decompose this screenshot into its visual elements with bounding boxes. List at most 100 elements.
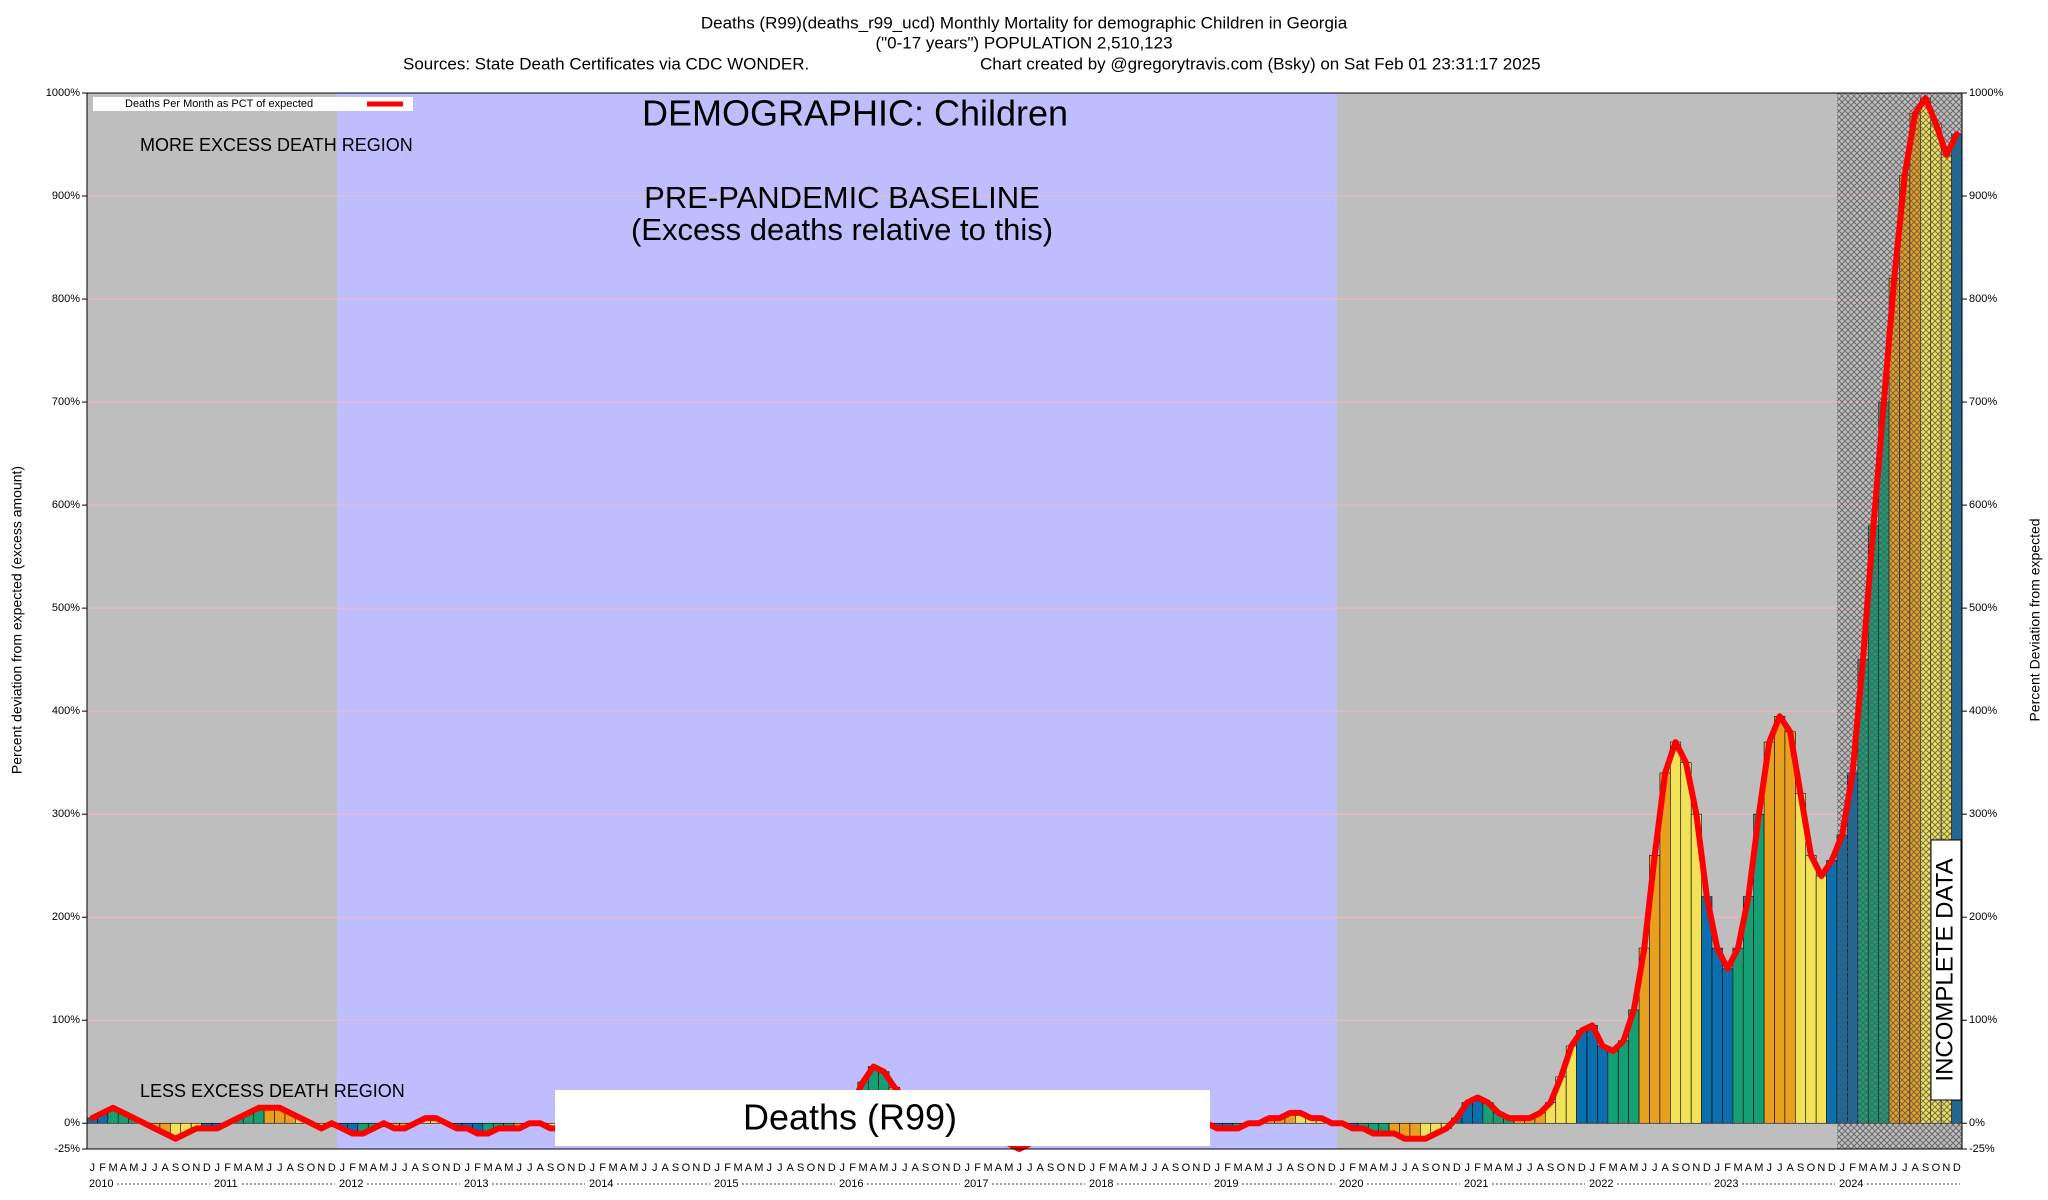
y2-tick-label: -25% bbox=[1969, 1143, 1995, 1155]
x-tick-label: A bbox=[620, 1162, 628, 1174]
x-tick-label: J bbox=[1652, 1162, 1658, 1174]
year-label: 2020 bbox=[1339, 1178, 1363, 1190]
x-tick-label: J bbox=[1392, 1162, 1398, 1174]
x-tick-label: M bbox=[1129, 1162, 1138, 1174]
x-tick-label: M bbox=[1754, 1162, 1763, 1174]
year-label: 2010 bbox=[89, 1178, 113, 1190]
x-tick-label: J bbox=[1642, 1162, 1648, 1174]
y-tick-label: 600% bbox=[52, 499, 80, 511]
x-tick-label: D bbox=[703, 1162, 711, 1174]
x-tick-label: J bbox=[642, 1162, 648, 1174]
source: Sources: State Death Certificates via CD… bbox=[403, 54, 809, 73]
x-tick-label: A bbox=[370, 1162, 378, 1174]
x-tick-label: A bbox=[1370, 1162, 1378, 1174]
y-tick-label: 900% bbox=[52, 190, 80, 202]
year-label: 2016 bbox=[839, 1178, 863, 1190]
x-tick-label: O bbox=[1557, 1162, 1566, 1174]
x-tick-label: J bbox=[267, 1162, 273, 1174]
x-tick-label: D bbox=[1828, 1162, 1836, 1174]
x-tick-label: M bbox=[129, 1162, 138, 1174]
x-tick-label: D bbox=[1953, 1162, 1961, 1174]
bar bbox=[1826, 860, 1838, 1124]
x-tick-label: M bbox=[1608, 1162, 1617, 1174]
x-tick-label: J bbox=[839, 1162, 845, 1174]
x-tick-label: O bbox=[682, 1162, 691, 1174]
x-tick-label: F bbox=[599, 1162, 606, 1174]
x-tick-label: A bbox=[911, 1162, 919, 1174]
x-tick-label: O bbox=[1182, 1162, 1191, 1174]
x-tick-label: M bbox=[379, 1162, 388, 1174]
x-tick-label: M bbox=[1358, 1162, 1367, 1174]
x-tick-label: A bbox=[1036, 1162, 1044, 1174]
x-tick-label: J bbox=[402, 1162, 408, 1174]
x-tick-label: A bbox=[1745, 1162, 1753, 1174]
x-tick-label: A bbox=[245, 1162, 253, 1174]
bar bbox=[1763, 741, 1775, 1124]
x-tick-label: J bbox=[902, 1162, 908, 1174]
x-tick-label: D bbox=[453, 1162, 461, 1174]
x-tick-label: J bbox=[777, 1162, 783, 1174]
bar bbox=[1732, 947, 1744, 1124]
y2-tick-label: 200% bbox=[1969, 911, 1997, 923]
x-tick-label: J bbox=[1267, 1162, 1273, 1174]
x-tick-label: F bbox=[1599, 1162, 1606, 1174]
x-tick-label: J bbox=[1464, 1162, 1470, 1174]
x-tick-label: N bbox=[317, 1162, 325, 1174]
x-tick-label: F bbox=[474, 1162, 481, 1174]
x-tick-label: A bbox=[411, 1162, 419, 1174]
bar bbox=[1815, 875, 1827, 1124]
x-tick-label: S bbox=[1547, 1162, 1554, 1174]
x-tick-label: O bbox=[1932, 1162, 1941, 1174]
x-tick-label: J bbox=[1214, 1162, 1220, 1174]
x-tick-label: S bbox=[797, 1162, 804, 1174]
x-tick-label: J bbox=[1527, 1162, 1533, 1174]
x-tick-label: M bbox=[1233, 1162, 1242, 1174]
x-tick-label: J bbox=[1339, 1162, 1345, 1174]
x-tick-label: D bbox=[203, 1162, 211, 1174]
plot-frame bbox=[86, 92, 1963, 1150]
x-tick-label: F bbox=[724, 1162, 731, 1174]
x-tick-label: M bbox=[504, 1162, 513, 1174]
line bbox=[89, 95, 1960, 1152]
year-label: 2014 bbox=[589, 1178, 613, 1190]
x-tick-label: S bbox=[1047, 1162, 1054, 1174]
x-tick-label: S bbox=[172, 1162, 179, 1174]
x-tick-label: J bbox=[589, 1162, 595, 1174]
x-tick-label: J bbox=[714, 1162, 720, 1174]
x-tick-label: N bbox=[1942, 1162, 1950, 1174]
x-tick-label: M bbox=[1004, 1162, 1013, 1174]
x-tick-label: A bbox=[745, 1162, 753, 1174]
x-tick-label: A bbox=[1120, 1162, 1128, 1174]
x-tick-label: M bbox=[1254, 1162, 1263, 1174]
x-tick-label: A bbox=[1786, 1162, 1794, 1174]
year-label: 2018 bbox=[1089, 1178, 1113, 1190]
annotation: MORE EXCESS DEATH REGION bbox=[140, 135, 413, 155]
x-tick-label: J bbox=[892, 1162, 898, 1174]
x-tick-label: J bbox=[1839, 1162, 1845, 1174]
y-tick-label: 500% bbox=[52, 602, 80, 614]
x-tick-label: D bbox=[328, 1162, 336, 1174]
bar bbox=[1784, 731, 1796, 1124]
y-tick-label: 300% bbox=[52, 808, 80, 820]
x-tick-label: O bbox=[1807, 1162, 1816, 1174]
x-tick-label: F bbox=[1349, 1162, 1356, 1174]
annotation: (Excess deaths relative to this) bbox=[631, 212, 1053, 247]
x-tick-label: D bbox=[828, 1162, 836, 1174]
year-label: 2013 bbox=[464, 1178, 488, 1190]
y2-tick-label: 800% bbox=[1969, 293, 1997, 305]
bar bbox=[1742, 896, 1754, 1124]
x-tick-label: D bbox=[953, 1162, 961, 1174]
x-tick-label: F bbox=[974, 1162, 981, 1174]
x-tick-label: M bbox=[1629, 1162, 1638, 1174]
x-tick-label: J bbox=[152, 1162, 158, 1174]
x-tick-label: O bbox=[182, 1162, 191, 1174]
x-tick-label: J bbox=[1142, 1162, 1148, 1174]
x-tick-label: F bbox=[849, 1162, 856, 1174]
x-tick-label: A bbox=[120, 1162, 128, 1174]
x-tick-label: N bbox=[442, 1162, 450, 1174]
x-tick-label: F bbox=[1224, 1162, 1231, 1174]
x-tick-label: J bbox=[214, 1162, 220, 1174]
x-tick-label: S bbox=[1797, 1162, 1804, 1174]
x-tick-label: M bbox=[754, 1162, 763, 1174]
x-tick-label: O bbox=[1307, 1162, 1316, 1174]
